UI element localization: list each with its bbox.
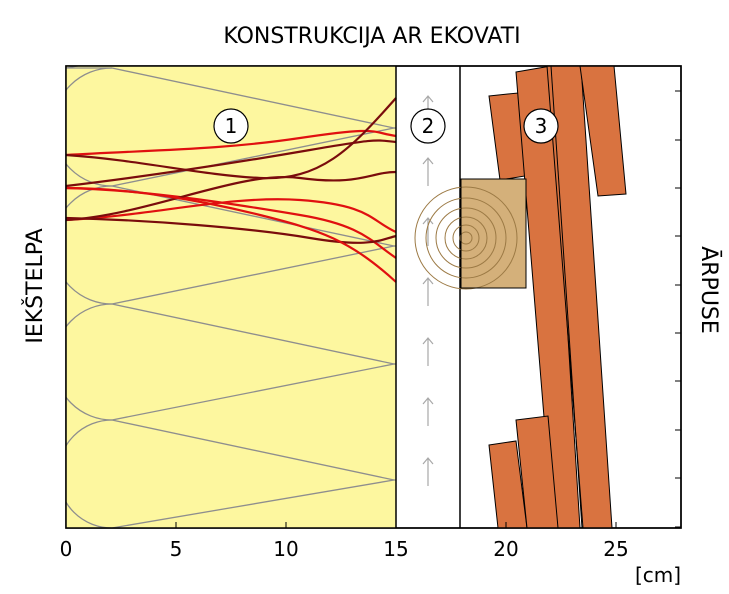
ventilated-gap bbox=[397, 66, 461, 528]
outside-label: ĀRPUSE bbox=[696, 246, 721, 334]
right-axis-ticks bbox=[675, 90, 681, 528]
inside-label: IEKŠTELPA bbox=[22, 228, 48, 343]
x-tick-label: 15 bbox=[383, 537, 408, 561]
layer-number: 2 bbox=[422, 114, 435, 138]
unit-label: [cm] bbox=[635, 563, 681, 587]
batten bbox=[414, 178, 527, 290]
layer-badge-2: 2 bbox=[410, 108, 446, 144]
layer-badge-3: 3 bbox=[523, 108, 559, 144]
batten-growth-rings bbox=[414, 186, 518, 290]
x-tick-label: 10 bbox=[273, 537, 298, 561]
diagram-title: KONSTRUKCIJA AR EKOVATI bbox=[223, 24, 520, 49]
x-axis-ticks bbox=[65, 522, 617, 528]
x-tick-label: 25 bbox=[603, 537, 628, 561]
wood-cladding bbox=[488, 65, 627, 529]
x-tick-label: 20 bbox=[493, 537, 518, 561]
x-tick-label: 0 bbox=[60, 537, 73, 561]
x-tick-label: 5 bbox=[170, 537, 183, 561]
layer-badge-1: 1 bbox=[213, 108, 249, 144]
airflow-arrows bbox=[422, 95, 434, 486]
fiber-lines bbox=[65, 97, 397, 283]
insulation-layer bbox=[65, 66, 397, 528]
layer-number: 1 bbox=[225, 114, 238, 138]
x-axis-tick-labels: 0 5 10 15 20 25 bbox=[60, 537, 629, 561]
layer-number: 3 bbox=[535, 114, 548, 138]
